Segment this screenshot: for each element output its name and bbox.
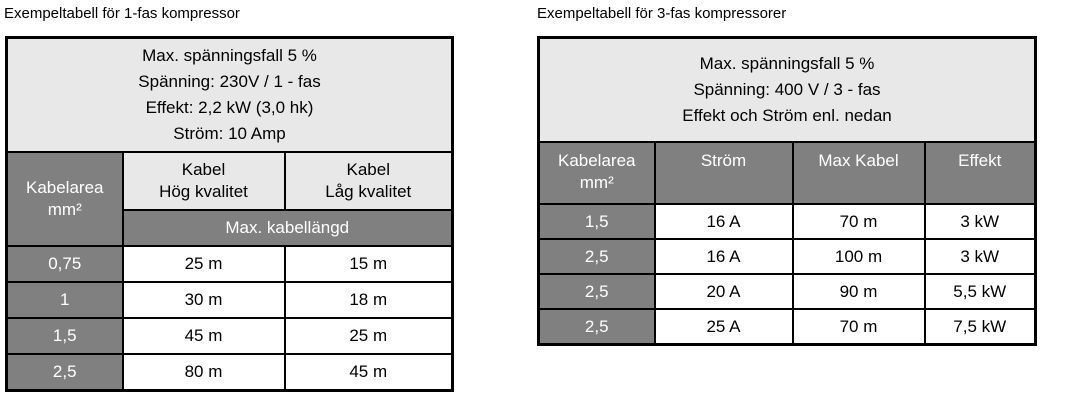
cell-high-quality-length: 80 m bbox=[121, 353, 286, 392]
cell-high-quality-length: 45 m bbox=[121, 317, 286, 355]
cell-area: 2,5 bbox=[537, 238, 656, 275]
info-power: Effekt: 2,2 kW (3,0 hk) bbox=[145, 98, 314, 117]
one-phase-row-1: 0,75 25 m 15 m bbox=[5, 245, 454, 283]
header-max-cable-length: Max. kabellängd bbox=[121, 209, 454, 247]
info-max-voltage-drop: Max. spänningsfall 5 % bbox=[699, 54, 875, 73]
header-cable-area: Kabelarea mm² bbox=[537, 141, 656, 205]
info-voltage: Spänning: 400 V / 3 - fas bbox=[693, 80, 881, 99]
cell-power: 3 kW bbox=[923, 238, 1037, 275]
cell-power: 3 kW bbox=[923, 203, 1037, 240]
cell-low-quality-length: 15 m bbox=[283, 245, 454, 283]
cell-max-cable: 70 m bbox=[791, 308, 926, 346]
header-cable-high-line1: Kabel bbox=[181, 160, 226, 179]
header-max-cable: Max Kabel bbox=[791, 141, 926, 205]
one-phase-table-title: Exempeltabell för 1-fas kompressor bbox=[4, 5, 240, 22]
three-phase-table-title: Exempeltabell för 3-fas kompressorer bbox=[537, 5, 787, 22]
cell-power: 7,5 kW bbox=[923, 308, 1037, 346]
one-phase-row-3: 1,5 45 m 25 m bbox=[5, 317, 454, 355]
cell-max-cable: 90 m bbox=[791, 273, 926, 310]
three-phase-table: Max. spänningsfall 5 % Spänning: 400 V /… bbox=[537, 36, 1037, 346]
three-phase-row-1: 1,5 16 A 70 m 3 kW bbox=[537, 203, 1037, 240]
info-power-current-note: Effekt och Ström enl. nedan bbox=[682, 106, 892, 125]
header-cable-low-line2: Låg kvalitet bbox=[325, 182, 412, 201]
header-cable-low-quality: Kabel Låg kvalitet bbox=[283, 151, 454, 211]
cell-max-cable: 100 m bbox=[791, 238, 926, 275]
header-cable-high-quality: Kabel Hög kvalitet bbox=[121, 151, 286, 211]
header-current: Ström bbox=[653, 141, 794, 205]
cell-high-quality-length: 25 m bbox=[121, 245, 286, 283]
three-phase-info-row: Max. spänningsfall 5 % Spänning: 400 V /… bbox=[537, 36, 1037, 143]
header-cable-area-label: Kabelarea bbox=[25, 178, 104, 197]
header-power: Effekt bbox=[923, 141, 1037, 205]
info-voltage: Spänning: 230V / 1 - fas bbox=[138, 72, 321, 91]
info-current: Ström: 10 Amp bbox=[173, 124, 286, 143]
header-cable-area-label: Kabelarea bbox=[557, 151, 636, 170]
header-cable-area-unit: mm² bbox=[579, 173, 614, 192]
header-cable-low-line1: Kabel bbox=[346, 160, 390, 179]
info-max-voltage-drop: Max. spänningsfall 5 % bbox=[142, 46, 317, 65]
one-phase-info-panel: Max. spänningsfall 5 % Spänning: 230V / … bbox=[5, 36, 454, 153]
three-phase-row-4: 2,5 25 A 70 m 7,5 kW bbox=[537, 308, 1037, 346]
cell-low-quality-length: 45 m bbox=[283, 353, 454, 392]
cell-low-quality-length: 18 m bbox=[283, 281, 454, 319]
three-phase-info-panel: Max. spänningsfall 5 % Spänning: 400 V /… bbox=[537, 36, 1037, 143]
cell-current: 16 A bbox=[653, 203, 794, 240]
cell-current: 16 A bbox=[653, 238, 794, 275]
one-phase-info-row: Max. spänningsfall 5 % Spänning: 230V / … bbox=[5, 36, 454, 153]
cell-area: 2,5 bbox=[537, 308, 656, 346]
cell-area: 1 bbox=[5, 281, 124, 319]
header-cable-area: Kabelarea mm² bbox=[5, 151, 124, 247]
header-cable-area-unit: mm² bbox=[47, 200, 82, 219]
cell-area: 1,5 bbox=[537, 203, 656, 240]
cell-current: 20 A bbox=[653, 273, 794, 310]
cell-area: 2,5 bbox=[5, 353, 124, 392]
one-phase-header-row: Kabelarea mm² Kabel Hög kvalitet Kabel L… bbox=[5, 151, 454, 247]
cell-current: 25 A bbox=[653, 308, 794, 346]
three-phase-header-row: Kabelarea mm² Ström Max Kabel Effekt bbox=[537, 141, 1037, 205]
cell-high-quality-length: 30 m bbox=[121, 281, 286, 319]
one-phase-table: Max. spänningsfall 5 % Spänning: 230V / … bbox=[5, 36, 454, 392]
three-phase-row-2: 2,5 16 A 100 m 3 kW bbox=[537, 238, 1037, 275]
cell-area: 0,75 bbox=[5, 245, 124, 283]
cell-power: 5,5 kW bbox=[923, 273, 1037, 310]
one-phase-row-4: 2,5 80 m 45 m bbox=[5, 353, 454, 392]
cell-area: 2,5 bbox=[537, 273, 656, 310]
header-cable-high-line2: Hög kvalitet bbox=[159, 182, 248, 201]
cell-max-cable: 70 m bbox=[791, 203, 926, 240]
cell-low-quality-length: 25 m bbox=[283, 317, 454, 355]
one-phase-row-2: 1 30 m 18 m bbox=[5, 281, 454, 319]
one-phase-subheader-row: Max. kabellängd bbox=[7, 209, 454, 247]
cell-area: 1,5 bbox=[5, 317, 124, 355]
three-phase-row-3: 2,5 20 A 90 m 5,5 kW bbox=[537, 273, 1037, 310]
